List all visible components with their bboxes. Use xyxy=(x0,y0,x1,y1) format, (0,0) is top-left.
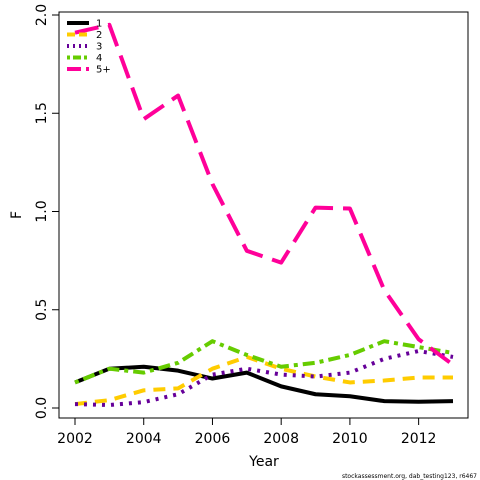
y-axis-title: F xyxy=(9,211,25,219)
x-axis-title: Year xyxy=(248,454,279,470)
series-layer xyxy=(74,22,455,408)
legend-label: 1 xyxy=(96,19,102,30)
y-tick-label: 0.0 xyxy=(34,397,50,419)
x-tick-label: 2010 xyxy=(332,431,368,447)
series-line-4 xyxy=(74,339,454,385)
series-line-1 xyxy=(74,364,454,404)
x-axis: 2002 2004 2006 2008 2010 2012 xyxy=(57,417,437,447)
x-tick-label: 2008 xyxy=(263,431,299,447)
series-line-5 xyxy=(74,22,455,367)
legend-label: 4 xyxy=(96,53,102,64)
x-tick-label: 2004 xyxy=(126,431,162,447)
series-line-3 xyxy=(74,349,454,408)
y-tick-label: 1.5 xyxy=(34,102,50,124)
series-line-2 xyxy=(74,354,453,407)
y-axis: 0.0 0.5 1.0 1.5 2.0 xyxy=(34,4,60,419)
x-tick-label: 2002 xyxy=(57,431,93,447)
x-tick-label: 2012 xyxy=(401,431,437,447)
legend-label: 5+ xyxy=(96,65,111,76)
y-tick-label: 1.0 xyxy=(34,200,50,222)
y-tick-label: 0.5 xyxy=(34,299,50,321)
plot-frame xyxy=(58,11,469,419)
x-tick-label: 2006 xyxy=(195,431,231,447)
legend-label: 3 xyxy=(96,42,102,53)
footnote: stockassessment.org, dab_testing123, r64… xyxy=(342,473,477,480)
y-tick-label: 2.0 xyxy=(34,4,50,26)
legend-label: 2 xyxy=(96,30,102,41)
